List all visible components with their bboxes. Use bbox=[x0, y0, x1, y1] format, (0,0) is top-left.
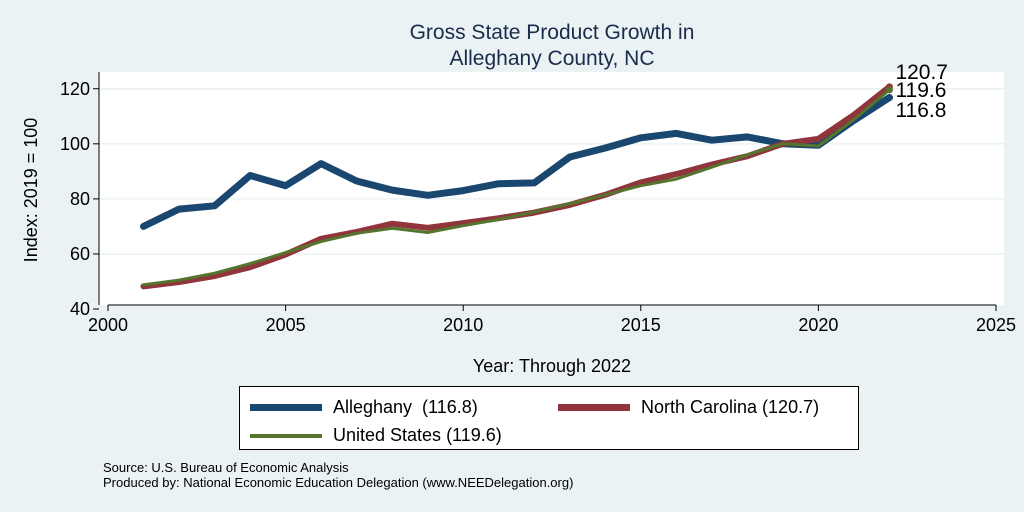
legend-swatch-north-carolina bbox=[558, 404, 630, 411]
chart-title-line-2: Alleghany County, NC bbox=[449, 47, 655, 70]
y-tick-label-100: 100 bbox=[60, 134, 90, 154]
legend-label-united-states: United States (119.6) bbox=[333, 425, 502, 445]
produced-by-line: Produced by: National Economic Education… bbox=[103, 475, 574, 490]
x-tick-label-2005: 2005 bbox=[266, 315, 306, 335]
legend-item-alleghany: Alleghany (116.8) bbox=[250, 397, 478, 418]
series bbox=[140, 83, 893, 290]
grid bbox=[99, 88, 1004, 310]
y-tick-label-60: 60 bbox=[70, 244, 90, 264]
end-label-alleghany: 116.8 bbox=[895, 99, 946, 122]
legend-item-north-carolina: North Carolina (120.7) bbox=[558, 397, 819, 418]
legend-item-united-states: United States (119.6) bbox=[250, 425, 502, 446]
legend-swatch-alleghany bbox=[250, 404, 322, 411]
x-tick-label-2020: 2020 bbox=[798, 315, 838, 335]
x-tick-label-2025: 2025 bbox=[976, 315, 1016, 335]
legend-label-north-carolina: North Carolina (120.7) bbox=[641, 397, 820, 417]
series-line-alleghany bbox=[140, 94, 893, 230]
legend-swatch-united-states bbox=[250, 433, 322, 438]
x-axis-label: Year: Through 2022 bbox=[473, 356, 631, 376]
chart-title: Gross State Product Growth in Alleghany … bbox=[0, 20, 1024, 72]
legend-label-alleghany: Alleghany (116.8) bbox=[333, 397, 478, 417]
series-line-united-states bbox=[142, 88, 891, 287]
y-tick-label-40: 40 bbox=[70, 299, 90, 319]
end-label-united-states: 119.6 bbox=[895, 79, 946, 102]
end-label-north-carolina: 120.7 bbox=[895, 61, 948, 84]
x-tick-label-2010: 2010 bbox=[443, 315, 483, 335]
axes: 40 60 80 100 120 2000 2005 2010 2015 2020 2025 bbox=[60, 72, 1016, 335]
end-marker-alleghany bbox=[885, 94, 893, 102]
y-tick-label-120: 120 bbox=[60, 79, 90, 99]
y-axis-label: Index: 2019 = 100 bbox=[21, 118, 41, 263]
end-marker-united-states bbox=[885, 86, 893, 94]
x-tick-label-2000: 2000 bbox=[88, 315, 128, 335]
source-line: Source: U.S. Bureau of Economic Analysis bbox=[103, 460, 349, 475]
chart-title-line-1: Gross State Product Growth in bbox=[409, 21, 695, 44]
y-tick-label-80: 80 bbox=[70, 189, 90, 209]
x-tick-label-2015: 2015 bbox=[621, 315, 661, 335]
source-notes: Source: U.S. Bureau of Economic Analysis… bbox=[103, 460, 573, 490]
legend: Alleghany (116.8) North Carolina (120.7)… bbox=[239, 386, 859, 450]
